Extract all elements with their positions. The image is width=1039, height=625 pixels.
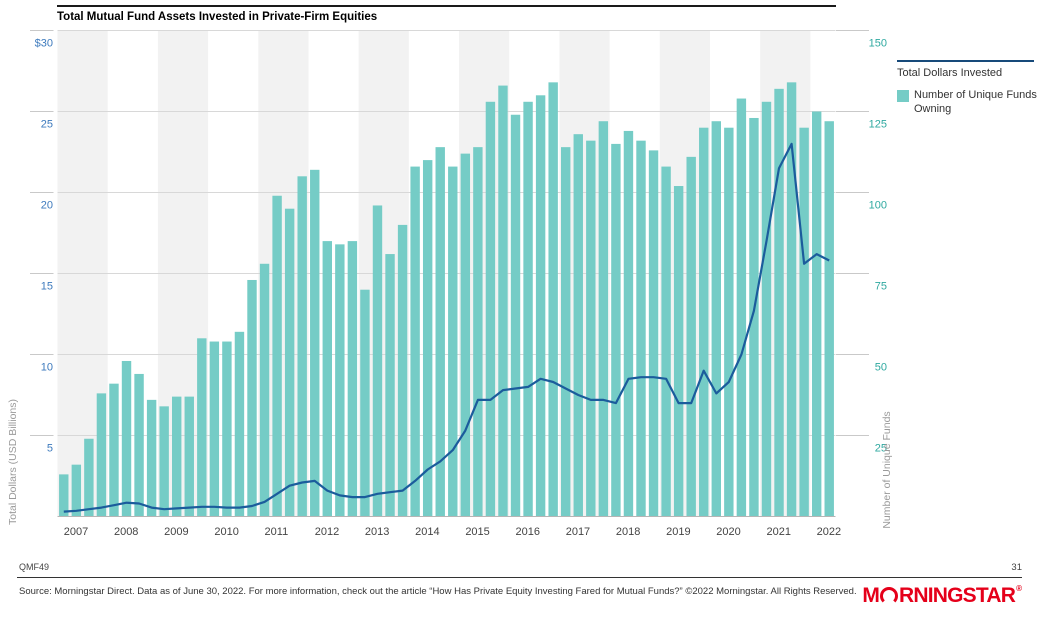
svg-text:2021: 2021	[766, 526, 790, 538]
chart-title: Total Mutual Fund Assets Invested in Pri…	[57, 11, 378, 23]
svg-text:15: 15	[41, 281, 53, 293]
left-axis-title: Total Dollars (USD Billions)	[7, 399, 19, 525]
svg-text:2007: 2007	[64, 526, 88, 538]
svg-text:10: 10	[41, 362, 53, 374]
left-axis-ticks: $30 25 20 15 10 5	[30, 30, 54, 455]
svg-text:25: 25	[41, 119, 53, 131]
right-axis-title: Number of Unique Funds	[881, 411, 893, 528]
svg-text:2015: 2015	[465, 526, 489, 538]
morningstar-logo: M RNINGSTAR ®	[862, 584, 1022, 607]
logo-text-start: M	[862, 584, 880, 607]
logo-text-rest: RNINGSTAR	[899, 584, 1016, 607]
svg-text:2016: 2016	[516, 526, 540, 538]
svg-text:2011: 2011	[265, 526, 289, 538]
x-axis-year-labels: 2007 2008 2009 2010 2011 2012 2013 2014 2015 2016…	[64, 526, 841, 538]
right-axis-ticks: 150 125 100 75 50 25	[836, 30, 887, 455]
legend-bar-item: Number of Unique Funds Owning	[897, 89, 1037, 117]
registered-trademark-icon: ®	[1016, 584, 1022, 593]
footer-rule	[17, 577, 1022, 578]
legend-bar-label: Number of Unique Funds Owning	[914, 89, 1037, 115]
svg-text:125: 125	[869, 119, 887, 131]
svg-text:25: 25	[875, 443, 887, 455]
svg-text:2018: 2018	[616, 526, 640, 538]
logo-o-arc-icon	[880, 586, 899, 605]
exhibit-code: QMF49	[19, 562, 50, 572]
legend-line-label: Total Dollars Invested	[897, 67, 1003, 79]
svg-text:2019: 2019	[666, 526, 690, 538]
top-rule	[57, 5, 836, 7]
svg-text:2020: 2020	[716, 526, 740, 538]
svg-text:2008: 2008	[114, 526, 138, 538]
svg-text:2009: 2009	[164, 526, 188, 538]
page-number: 31	[1011, 562, 1022, 573]
svg-text:5: 5	[47, 443, 53, 455]
svg-text:50: 50	[875, 362, 887, 374]
line-series-total-dollars-invested	[63, 142, 830, 513]
svg-text:2017: 2017	[566, 526, 590, 538]
svg-text:100: 100	[869, 200, 887, 212]
svg-text:2010: 2010	[214, 526, 238, 538]
svg-text:2012: 2012	[315, 526, 339, 538]
svg-text:2013: 2013	[365, 526, 389, 538]
svg-text:150: 150	[869, 38, 887, 50]
source-note: Source: Morningstar Direct. Data as of J…	[19, 586, 857, 597]
svg-text:2014: 2014	[415, 526, 439, 538]
svg-text:$30: $30	[35, 38, 53, 50]
bar-series-swatch-icon	[897, 90, 909, 102]
svg-text:75: 75	[875, 281, 887, 293]
svg-text:2022: 2022	[817, 526, 841, 538]
line-series-legend-marker	[897, 60, 1034, 62]
svg-text:20: 20	[41, 200, 53, 212]
bar-series-number-of-unique-funds	[59, 82, 834, 517]
chart-legend: Total Dollars Invested Number of Unique …	[897, 60, 1037, 117]
